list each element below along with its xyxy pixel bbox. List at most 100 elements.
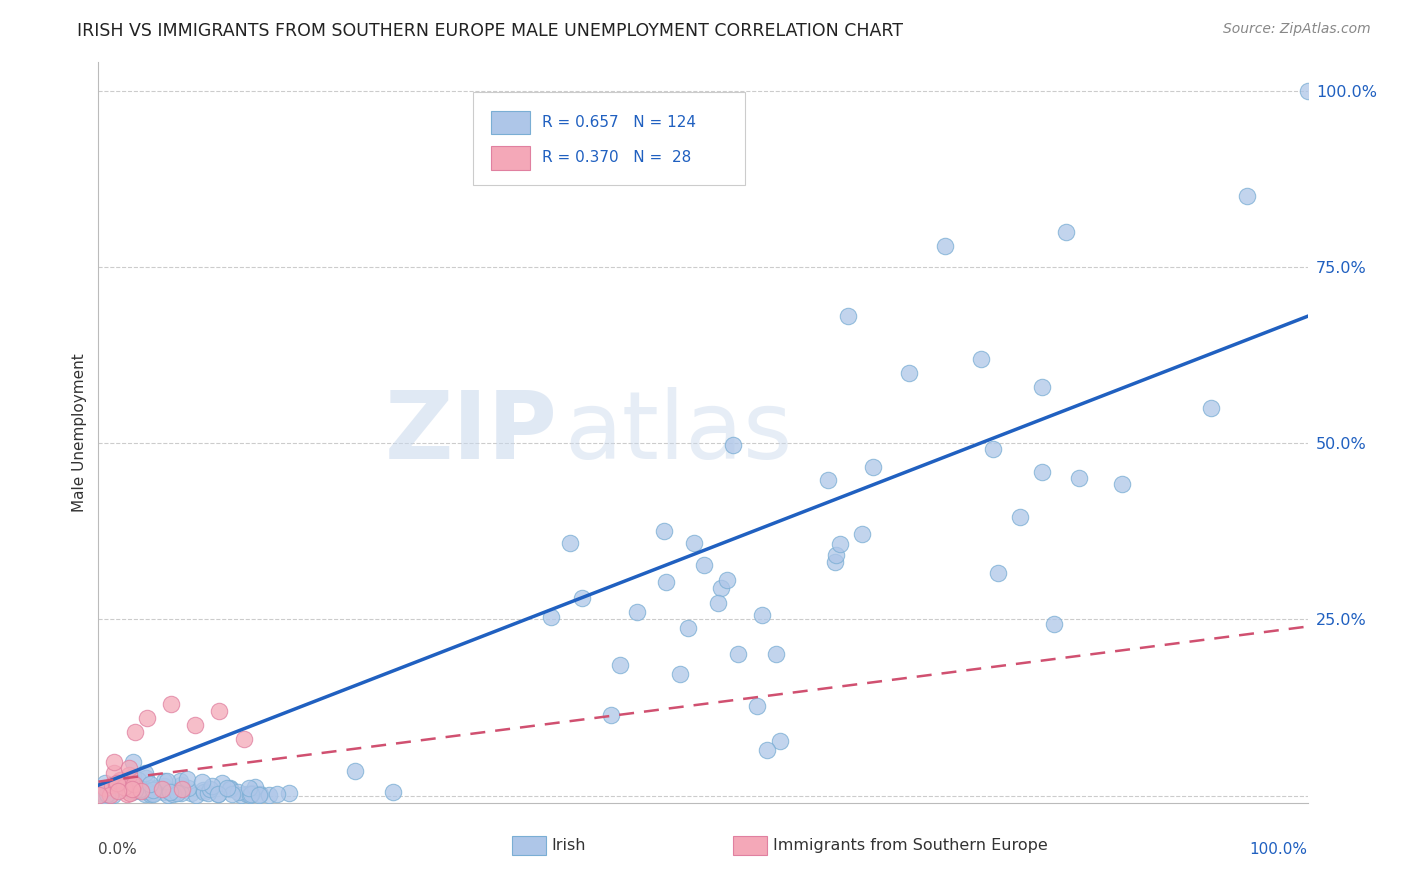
Point xyxy=(1067,471,1090,485)
Point xyxy=(825,549,848,563)
Point xyxy=(94,789,117,803)
Point xyxy=(166,784,188,798)
Point xyxy=(96,787,118,801)
Point xyxy=(1031,465,1053,479)
Point xyxy=(134,787,156,801)
Point xyxy=(184,788,207,802)
Point xyxy=(229,788,252,802)
Point xyxy=(121,784,143,798)
Point xyxy=(103,765,125,780)
Point xyxy=(142,787,165,801)
Point xyxy=(1043,617,1066,632)
Point xyxy=(108,772,131,787)
Point xyxy=(157,783,180,797)
Point xyxy=(226,785,249,799)
Point xyxy=(121,785,143,799)
Point xyxy=(208,704,231,718)
Point xyxy=(765,647,787,661)
Point xyxy=(654,524,676,538)
Point xyxy=(129,784,152,798)
Point xyxy=(152,785,174,799)
Text: IRISH VS IMMIGRANTS FROM SOUTHERN EUROPE MALE UNEMPLOYMENT CORRELATION CHART: IRISH VS IMMIGRANTS FROM SOUTHERN EUROPE… xyxy=(77,22,903,40)
Point xyxy=(122,777,145,791)
Point xyxy=(219,782,242,797)
Point xyxy=(118,786,141,800)
Point xyxy=(560,536,582,550)
Point xyxy=(94,787,117,801)
Point xyxy=(107,784,129,798)
Point xyxy=(114,780,136,795)
Point xyxy=(193,785,215,799)
Text: Immigrants from Southern Europe: Immigrants from Southern Europe xyxy=(773,838,1047,853)
Point xyxy=(124,782,146,797)
Point xyxy=(135,711,157,725)
Point xyxy=(129,783,152,797)
Point xyxy=(138,787,160,801)
Point xyxy=(177,780,200,795)
Point xyxy=(139,781,162,796)
Point xyxy=(193,782,215,797)
Text: 100.0%: 100.0% xyxy=(1250,842,1308,856)
Point xyxy=(240,786,263,800)
Point xyxy=(751,608,773,623)
Point xyxy=(1111,477,1133,491)
Point xyxy=(1199,401,1222,415)
Point xyxy=(159,785,181,799)
Point xyxy=(897,366,920,380)
Point xyxy=(837,310,859,324)
Point xyxy=(128,781,150,796)
Point xyxy=(769,734,792,748)
Point xyxy=(142,786,165,800)
Point xyxy=(121,780,143,794)
Point xyxy=(93,781,115,796)
Text: Source: ZipAtlas.com: Source: ZipAtlas.com xyxy=(1223,22,1371,37)
Point xyxy=(107,783,129,797)
Point xyxy=(134,782,156,797)
Point xyxy=(1054,225,1077,239)
Point xyxy=(93,781,115,796)
Point xyxy=(96,784,118,798)
Point xyxy=(983,442,1005,456)
Point xyxy=(236,787,259,801)
Point xyxy=(142,783,165,797)
Point xyxy=(266,788,288,802)
Bar xyxy=(734,836,768,855)
Bar xyxy=(492,111,530,135)
Point xyxy=(571,591,593,605)
Point xyxy=(122,756,145,770)
Point xyxy=(153,779,176,793)
Point xyxy=(755,743,778,757)
Point xyxy=(382,785,405,799)
Point xyxy=(153,773,176,788)
Point xyxy=(970,351,993,366)
Bar xyxy=(512,836,546,855)
Point xyxy=(682,536,704,550)
Point xyxy=(239,788,262,802)
Point xyxy=(609,658,631,673)
Point xyxy=(105,776,128,790)
Point xyxy=(249,787,271,801)
Point xyxy=(747,699,769,714)
Point xyxy=(215,780,238,795)
Text: atlas: atlas xyxy=(564,386,792,479)
Point xyxy=(676,621,699,635)
Point xyxy=(103,755,125,769)
Point xyxy=(139,777,162,791)
Point xyxy=(118,761,141,775)
Point xyxy=(668,667,690,681)
Point xyxy=(1296,84,1319,98)
Point xyxy=(191,775,214,789)
Point xyxy=(259,788,281,802)
Point xyxy=(101,778,124,792)
Point xyxy=(166,786,188,800)
Point xyxy=(1236,189,1258,203)
Point xyxy=(211,776,233,790)
Point xyxy=(721,438,744,452)
Point xyxy=(94,776,117,790)
Bar xyxy=(492,146,530,169)
Point xyxy=(104,777,127,791)
Point xyxy=(247,788,270,802)
Point xyxy=(169,773,191,788)
Point xyxy=(184,718,207,732)
Point xyxy=(122,769,145,783)
